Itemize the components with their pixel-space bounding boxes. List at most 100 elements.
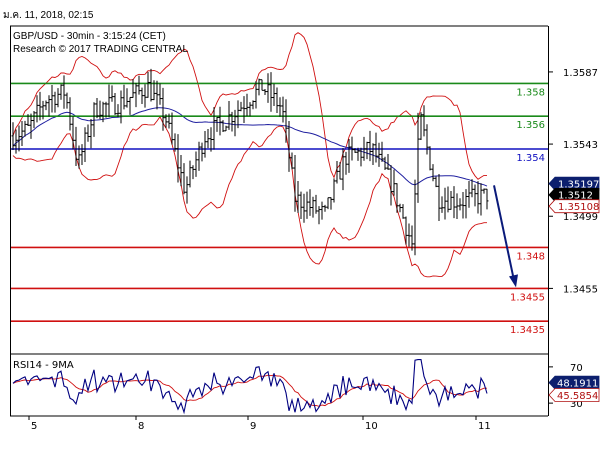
candle-12: [47, 95, 51, 117]
candle-134: [413, 179, 417, 256]
candle-98: [305, 191, 309, 219]
price-tag-label: 1.35108: [558, 202, 599, 213]
candle-16: [59, 84, 63, 100]
candle-88: [275, 87, 279, 113]
candle-121: [374, 132, 378, 163]
candle-111: [344, 151, 348, 175]
level-label-5: 1.3435: [510, 325, 545, 336]
x-tick-label-0: 5: [31, 421, 37, 432]
candle-74: [233, 109, 237, 137]
candle-95: [296, 181, 300, 213]
price-tag-box: [548, 199, 600, 214]
candle-69: [218, 106, 222, 136]
bollinger-lower-band: [12, 115, 487, 278]
rsi-tick-label-0: 70: [570, 363, 583, 374]
candle-9: [38, 91, 42, 121]
candle-2: [17, 125, 21, 152]
candle-23: [80, 144, 84, 166]
candle-54: [173, 133, 177, 152]
candle-119: [368, 130, 372, 162]
candle-71: [224, 125, 228, 132]
level-label-1: 1.356: [516, 120, 545, 131]
level-label-0: 1.358: [516, 87, 545, 98]
y-tick-label-1: 1.3543: [563, 140, 598, 151]
candle-50: [161, 87, 165, 131]
candle-24: [83, 127, 87, 163]
candle-57: [182, 163, 186, 195]
candle-103: [320, 201, 324, 220]
candle-42: [137, 75, 141, 95]
candle-48: [155, 80, 159, 110]
candle-109: [338, 162, 342, 180]
candle-149: [458, 198, 462, 211]
candle-92: [287, 120, 291, 172]
candle-0: [11, 122, 15, 150]
candle-151: [464, 189, 468, 219]
y-tick-label-2: 1.3499: [563, 212, 598, 223]
candle-61: [194, 151, 198, 177]
rsi-tag-1: 45.5854: [548, 388, 600, 402]
candle-67: [212, 107, 216, 150]
candle-73: [230, 111, 234, 132]
candle-96: [299, 191, 303, 220]
candle-4: [23, 120, 27, 137]
candle-123: [380, 141, 384, 162]
candle-55: [176, 134, 180, 183]
candle-36: [119, 90, 123, 124]
candle-70: [221, 120, 225, 133]
candle-142: [437, 173, 441, 221]
candle-152: [467, 180, 471, 208]
x-tick-label-3: 10: [365, 421, 378, 432]
candle-18: [65, 92, 69, 109]
candle-72: [227, 100, 231, 130]
candle-64: [203, 131, 207, 158]
candle-86: [269, 72, 273, 112]
candle-20: [71, 116, 75, 150]
candle-84: [263, 88, 267, 96]
candle-43: [140, 87, 144, 104]
candle-39: [128, 96, 132, 115]
candle-126: [389, 165, 393, 206]
candle-59: [188, 160, 192, 188]
candle-46: [149, 68, 153, 102]
rsi-tag-0: 48.1911: [548, 375, 600, 390]
candle-90: [281, 96, 285, 123]
candle-52: [167, 113, 171, 129]
rsi-tag-box: [548, 388, 600, 402]
candle-138: [425, 124, 429, 155]
candle-31: [104, 101, 108, 118]
candle-58: [185, 176, 189, 204]
candle-105: [326, 197, 330, 210]
candle-108: [335, 161, 339, 184]
y-tick-label-0: 1.3587: [563, 68, 598, 79]
candle-78: [245, 93, 249, 117]
candle-6: [29, 113, 33, 139]
candle-60: [191, 165, 195, 180]
candle-117: [362, 136, 366, 161]
candle-112: [347, 138, 351, 173]
candle-81: [254, 81, 258, 109]
rsi-ma-line: [12, 374, 487, 407]
candle-45: [146, 71, 150, 98]
candle-91: [284, 99, 288, 143]
candle-115: [356, 147, 360, 161]
level-label-3: 1.348: [516, 251, 545, 262]
candle-107: [332, 178, 336, 203]
x-tick-label-4: 11: [478, 421, 491, 432]
candle-65: [206, 128, 210, 149]
candle-76: [239, 101, 243, 112]
candle-140: [431, 164, 435, 182]
candle-79: [248, 102, 252, 117]
candle-35: [116, 104, 120, 118]
candle-80: [251, 100, 255, 110]
rsi-title: RSI14 - 9MA: [13, 360, 74, 371]
candle-101: [314, 194, 318, 214]
x-tick-label-1: 8: [138, 421, 144, 432]
candle-131: [404, 216, 408, 245]
level-label-2: 1.354: [516, 153, 545, 164]
candle-136: [419, 112, 423, 141]
candle-124: [383, 156, 387, 170]
candle-3: [20, 120, 24, 147]
candle-1: [14, 129, 18, 154]
